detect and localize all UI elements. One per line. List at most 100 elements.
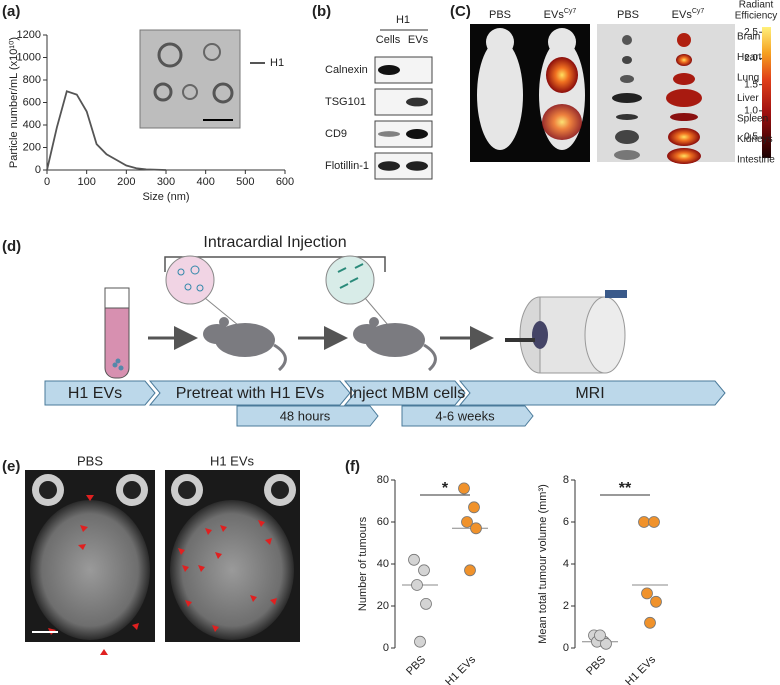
y-tick-label: 200	[23, 141, 41, 153]
organ-label: Liver	[737, 93, 759, 104]
significance-label: **	[619, 480, 632, 497]
duration-label: 48 hours	[280, 408, 331, 423]
blot-band	[378, 161, 400, 171]
column-label: EVsCy7	[544, 8, 577, 21]
blot-band	[406, 97, 428, 107]
column-label: EVs	[408, 34, 429, 46]
data-point	[411, 579, 423, 591]
schematic: Intracardial Injection H1 EVs Pretreat w…	[44, 234, 726, 427]
y-axis-label: Number of tumours	[357, 516, 369, 611]
column-label: PBS	[489, 9, 511, 21]
data-point	[648, 516, 660, 528]
data-point	[594, 629, 606, 642]
data-point	[644, 616, 656, 629]
header-text: PBS	[489, 9, 511, 21]
row-label: TSG101	[325, 96, 366, 108]
panel-label: (d)	[2, 238, 21, 255]
organ-label: Kidneys	[737, 134, 773, 145]
x-tick-label: PBS	[584, 654, 608, 678]
colorbar	[762, 27, 771, 158]
panel-label: (e)	[2, 458, 20, 475]
x-tick-label: PBS	[404, 654, 428, 678]
y-tick-label: 0	[563, 642, 569, 654]
header-sup: Cy7	[692, 8, 705, 15]
organ-label: Spleen	[737, 114, 768, 125]
significance-label: *	[442, 480, 449, 497]
blot-band	[378, 131, 400, 137]
group-label: H1 EVs	[210, 453, 255, 468]
organ-label: Lung	[737, 73, 759, 84]
data-point	[600, 637, 612, 650]
data-point	[458, 482, 470, 495]
y-tick-label: 80	[377, 474, 389, 486]
injection-label: Intracardial Injection	[203, 234, 346, 251]
y-tick-label: 600	[23, 96, 41, 108]
header-sup: Cy7	[564, 8, 577, 15]
data-line	[46, 90, 167, 171]
y-tick-label: 400	[23, 119, 41, 131]
x-tick-label: 100	[77, 176, 95, 188]
x-axis-label: Size (nm)	[142, 191, 189, 203]
data-point	[414, 635, 426, 648]
column-label: Cells	[376, 34, 401, 46]
panel-label: (f)	[345, 458, 360, 475]
blot-band	[406, 161, 428, 171]
column-label: EVsCy7	[672, 8, 705, 21]
step-label: Pretreat with H1 EVs	[176, 385, 325, 402]
data-point	[650, 595, 662, 608]
legend-label: H1	[270, 57, 284, 69]
data-point	[468, 501, 480, 514]
panel-label: (a)	[2, 3, 20, 20]
x-tick-label: 0	[44, 176, 50, 188]
y-tick-label: 40	[377, 558, 389, 570]
y-tick-label: 20	[377, 600, 389, 612]
data-point	[638, 516, 650, 528]
step-label: MRI	[575, 385, 604, 402]
header-text: EVs	[544, 9, 565, 21]
ivis-images	[470, 24, 771, 164]
blot-band	[378, 65, 400, 75]
group-label: PBS	[77, 453, 103, 468]
y-tick-label: 0	[35, 164, 41, 176]
mri-images: PBS H1 EVs	[25, 453, 300, 655]
row-label: Calnexin	[325, 64, 368, 76]
data-point	[641, 587, 653, 600]
data-point	[408, 553, 420, 566]
y-tick-label: 0	[383, 642, 389, 654]
y-tick-label: 4	[563, 558, 569, 570]
x-tick-label: 200	[117, 176, 135, 188]
y-axis-label: Particle number/mL (x10¹⁰)	[8, 37, 20, 168]
blot-band	[406, 129, 428, 139]
panel-label: (C)	[450, 3, 471, 20]
colorbar-tick-label: 1.0	[744, 105, 758, 116]
row-label: CD9	[325, 128, 347, 140]
y-tick-label: 800	[23, 74, 41, 86]
step-label: Inject MBM cells	[349, 385, 465, 402]
cell-line-label: H1	[396, 14, 410, 26]
panel-label: (b)	[312, 3, 331, 20]
y-axis-label: Mean total tumour volume (mm³)	[537, 484, 549, 644]
y-tick-label: 8	[563, 474, 569, 486]
blot-frame	[374, 88, 433, 116]
colorbar-title: Radiant	[739, 0, 774, 11]
colorbar-tick-label: 2.0	[744, 53, 758, 64]
header-text: PBS	[617, 9, 639, 21]
x-tick-label: 300	[157, 176, 175, 188]
colorbar-title: Efficiency	[735, 11, 778, 22]
y-tick-label: 60	[377, 516, 389, 528]
data-point	[420, 598, 432, 610]
data-point	[470, 522, 482, 535]
column-label: PBS	[617, 9, 639, 21]
x-tick-label: 400	[196, 176, 214, 188]
colorbar-tick-label: 2.5	[744, 27, 758, 38]
data-point	[418, 564, 430, 577]
header-text: EVs	[672, 9, 693, 21]
y-tick-label: 2	[563, 600, 569, 612]
step-label: H1 EVs	[68, 385, 122, 402]
y-tick-label: 6	[563, 516, 569, 528]
data-point	[464, 564, 476, 577]
y-tick-label: 1000	[17, 51, 41, 63]
x-tick-label: H1 EVs	[623, 653, 658, 685]
x-tick-label: 600	[276, 176, 294, 188]
